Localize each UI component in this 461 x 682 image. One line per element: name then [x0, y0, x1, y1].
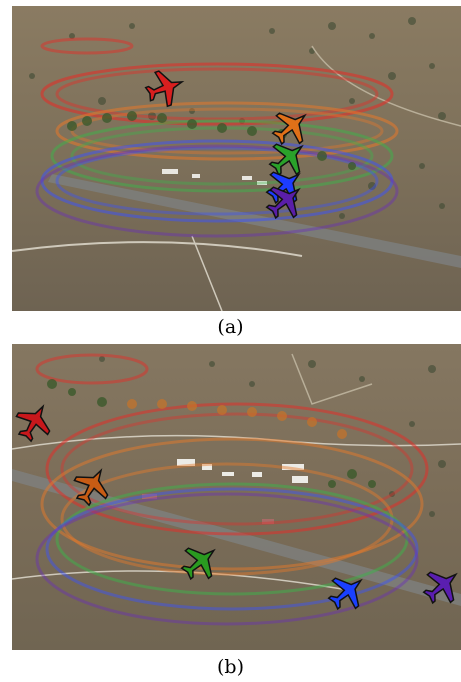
aerial-terrain-a: [12, 6, 461, 311]
aircraft-blue-b: [327, 577, 363, 611]
aircraft-red-b: [15, 404, 51, 443]
aircraft-purple-b: [422, 571, 458, 605]
airplane-icon: [73, 468, 109, 507]
airplane-icon: [15, 404, 51, 443]
aerial-image-panel-a: [12, 6, 461, 311]
aircraft-orange-b: [73, 468, 109, 507]
aircraft-layer-a: [144, 70, 307, 220]
aircraft-orange-a: [271, 112, 307, 146]
aircraft-purple-a: [265, 186, 301, 220]
caption-a: (a): [217, 316, 244, 338]
airplane-icon: [180, 547, 216, 581]
aircraft-layer-b: [15, 404, 458, 611]
aircraft-green-b: [180, 547, 216, 581]
airplane-icon: [422, 571, 458, 605]
airplane-icon: [327, 577, 363, 611]
airplane-icon: [144, 70, 185, 108]
aircraft-red-a: [144, 70, 185, 108]
aircraft-green-a: [268, 143, 304, 177]
airplane-icon: [268, 143, 304, 177]
airplane-icon: [271, 112, 307, 146]
airplane-icon: [265, 186, 301, 220]
caption-b: (b): [217, 656, 244, 678]
aerial-image-panel-b: [12, 344, 461, 650]
